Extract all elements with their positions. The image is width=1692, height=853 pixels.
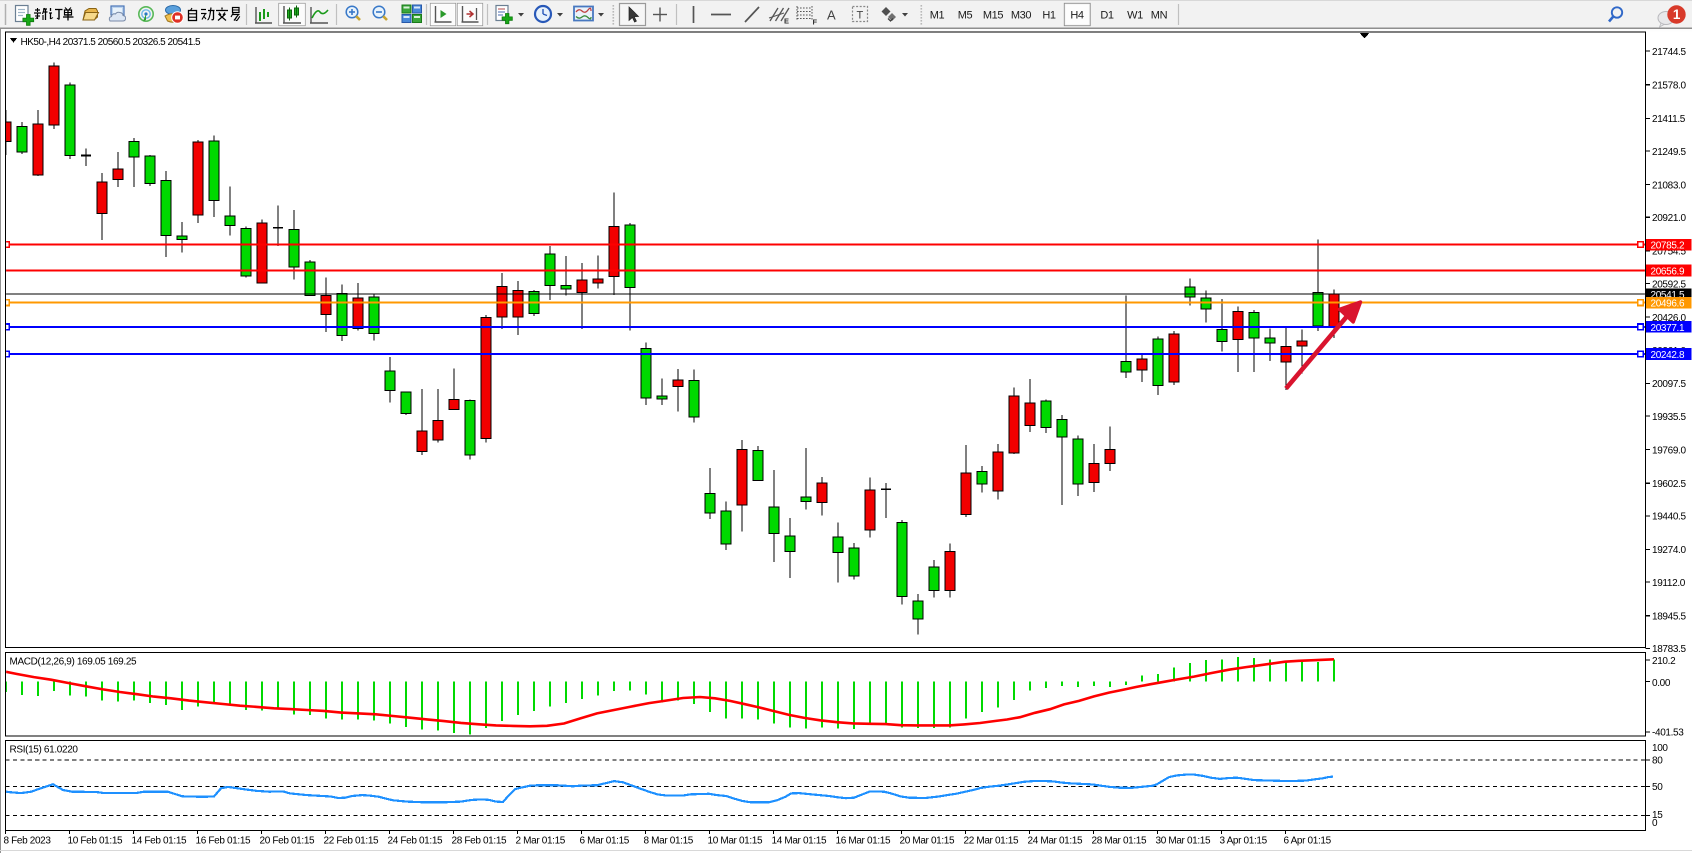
svg-text:21411.5: 21411.5 [1652, 114, 1686, 125]
svg-text:20496.6: 20496.6 [1651, 299, 1685, 310]
svg-text:80: 80 [1652, 756, 1663, 767]
svg-text:19440.5: 19440.5 [1652, 512, 1686, 523]
svg-text:20754.5: 20754.5 [1652, 247, 1686, 258]
svg-text:24 Feb 01:15: 24 Feb 01:15 [388, 836, 444, 847]
svg-text:10 Mar 01:15: 10 Mar 01:15 [708, 836, 764, 847]
svg-text:14 Mar 01:15: 14 Mar 01:15 [772, 836, 828, 847]
svg-text:10 Feb 01:15: 10 Feb 01:15 [68, 836, 124, 847]
svg-text:D1: D1 [1100, 9, 1114, 21]
svg-text:28 Mar 01:15: 28 Mar 01:15 [1092, 836, 1148, 847]
svg-text:21249.5: 21249.5 [1652, 147, 1686, 158]
svg-text:20541.5: 20541.5 [1651, 290, 1685, 301]
svg-text:21578.0: 21578.0 [1652, 81, 1686, 92]
svg-text:F: F [813, 18, 818, 27]
svg-text:-401.53: -401.53 [1652, 728, 1684, 739]
svg-text:RSI(15) 61.0220: RSI(15) 61.0220 [10, 745, 79, 756]
svg-text:1: 1 [1673, 7, 1681, 22]
svg-text:16 Feb 01:15: 16 Feb 01:15 [196, 836, 252, 847]
svg-text:16 Mar 01:15: 16 Mar 01:15 [836, 836, 892, 847]
svg-text:20242.8: 20242.8 [1651, 350, 1685, 361]
svg-text:M30: M30 [1011, 9, 1032, 21]
svg-text:20592.5: 20592.5 [1652, 279, 1686, 290]
svg-text:20377.1: 20377.1 [1651, 323, 1685, 334]
svg-text:20921.0: 20921.0 [1652, 213, 1686, 224]
svg-text:MN: MN [1151, 9, 1168, 21]
svg-text:19769.0: 19769.0 [1652, 445, 1686, 456]
svg-text:100: 100 [1652, 743, 1668, 754]
svg-text:28 Feb 01:15: 28 Feb 01:15 [452, 836, 508, 847]
svg-text:H4: H4 [1070, 9, 1084, 21]
svg-text:19112.0: 19112.0 [1652, 578, 1686, 589]
svg-text:30 Mar 01:15: 30 Mar 01:15 [1156, 836, 1212, 847]
svg-text:8 Feb 2023: 8 Feb 2023 [4, 836, 52, 847]
svg-text:M5: M5 [958, 9, 973, 21]
svg-text:3 Apr 01:15: 3 Apr 01:15 [1220, 836, 1268, 847]
svg-text:22 Mar 01:15: 22 Mar 01:15 [964, 836, 1020, 847]
svg-text:22 Feb 01:15: 22 Feb 01:15 [324, 836, 380, 847]
svg-text:19274.0: 19274.0 [1652, 545, 1686, 556]
svg-text:M1: M1 [930, 9, 945, 21]
svg-text:8 Mar 01:15: 8 Mar 01:15 [644, 836, 694, 847]
svg-text:15: 15 [1652, 810, 1663, 821]
svg-text:0.00: 0.00 [1652, 678, 1671, 689]
svg-text:20 Feb 01:15: 20 Feb 01:15 [260, 836, 316, 847]
svg-text:18783.5: 18783.5 [1652, 644, 1686, 655]
svg-text:24 Mar 01:15: 24 Mar 01:15 [1028, 836, 1084, 847]
svg-text:50: 50 [1652, 782, 1663, 793]
svg-text:20426.0: 20426.0 [1652, 313, 1686, 324]
svg-text:0: 0 [1652, 818, 1658, 829]
svg-text:19935.5: 19935.5 [1652, 412, 1686, 423]
svg-text:H1: H1 [1042, 9, 1056, 21]
svg-text:MACD(12,26,9) 169.05 169.25: MACD(12,26,9) 169.05 169.25 [10, 657, 138, 668]
svg-text:2 Mar 01:15: 2 Mar 01:15 [516, 836, 566, 847]
svg-text:18945.5: 18945.5 [1652, 612, 1686, 623]
svg-text:W1: W1 [1127, 9, 1143, 21]
svg-text:20 Mar 01:15: 20 Mar 01:15 [900, 836, 956, 847]
svg-text:HK50-,H4 20371.5 20560.5 2032: HK50-,H4 20371.5 20560.5 20326.5 20541.5 [21, 37, 202, 48]
svg-text:T: T [857, 10, 864, 22]
svg-text:14 Feb 01:15: 14 Feb 01:15 [132, 836, 188, 847]
svg-text:E: E [784, 17, 789, 26]
svg-text:20785.2: 20785.2 [1651, 241, 1685, 252]
svg-text:6 Mar 01:15: 6 Mar 01:15 [580, 836, 630, 847]
svg-text:20097.5: 20097.5 [1652, 379, 1686, 390]
svg-text:21083.0: 21083.0 [1652, 180, 1686, 191]
svg-text:21744.5: 21744.5 [1652, 47, 1686, 58]
svg-text:210.2: 210.2 [1652, 656, 1676, 667]
svg-text:6 Apr 01:15: 6 Apr 01:15 [1284, 836, 1332, 847]
svg-text:20656.9: 20656.9 [1651, 267, 1685, 278]
svg-text:19602.5: 19602.5 [1652, 479, 1686, 490]
svg-text:M15: M15 [983, 9, 1004, 21]
svg-text:A: A [827, 8, 836, 23]
